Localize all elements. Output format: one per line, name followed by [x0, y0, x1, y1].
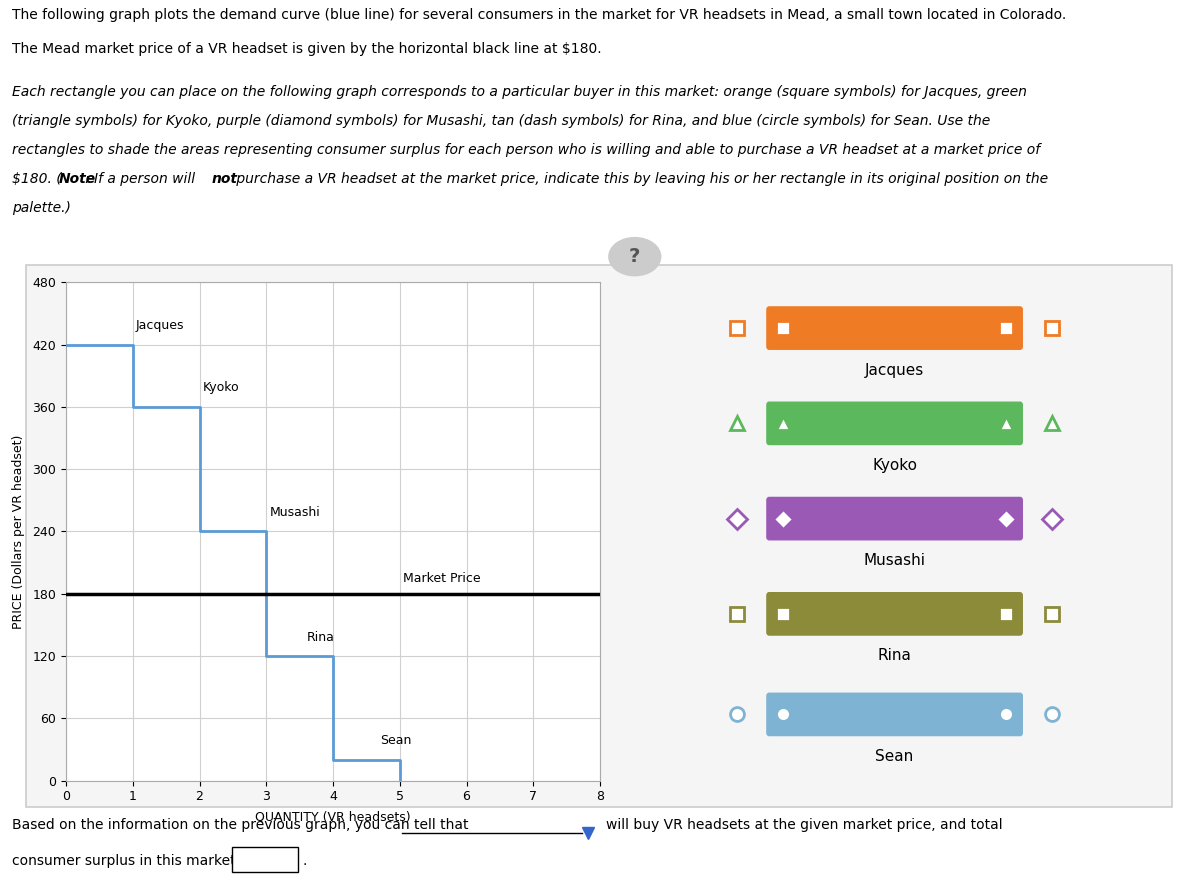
Text: $180. (: $180. ( — [12, 172, 61, 186]
Text: Kyoko: Kyoko — [872, 458, 917, 473]
Text: : If a person will: : If a person will — [85, 172, 199, 186]
Text: will buy VR headsets at the given market price, and total: will buy VR headsets at the given market… — [606, 818, 1003, 833]
Circle shape — [608, 237, 661, 276]
Text: not: not — [211, 172, 238, 186]
Text: Jacques: Jacques — [865, 363, 924, 377]
Text: Market Price: Market Price — [403, 572, 481, 586]
Text: Based on the information on the previous graph, you can tell that: Based on the information on the previous… — [12, 818, 468, 833]
Text: Musashi: Musashi — [864, 553, 925, 568]
Text: Sean: Sean — [876, 749, 913, 764]
FancyBboxPatch shape — [232, 847, 298, 872]
X-axis label: QUANTITY (VR headsets): QUANTITY (VR headsets) — [256, 811, 410, 823]
Text: Rina: Rina — [877, 648, 912, 663]
Text: Jacques: Jacques — [136, 319, 185, 332]
FancyBboxPatch shape — [767, 497, 1022, 540]
Text: Musashi: Musashi — [270, 506, 320, 519]
Text: The following graph plots the demand curve (blue line) for several consumers in : The following graph plots the demand cur… — [12, 8, 1067, 22]
Text: Kyoko: Kyoko — [203, 381, 240, 394]
FancyBboxPatch shape — [767, 402, 1022, 445]
FancyBboxPatch shape — [767, 307, 1022, 349]
FancyBboxPatch shape — [767, 593, 1022, 635]
Text: .: . — [302, 854, 307, 868]
Text: (triangle symbols) for Kyoko, purple (diamond symbols) for Musashi, tan (dash sy: (triangle symbols) for Kyoko, purple (di… — [12, 114, 990, 128]
Text: Each rectangle you can place on the following graph corresponds to a particular : Each rectangle you can place on the foll… — [12, 85, 1027, 99]
Text: Rina: Rina — [306, 631, 334, 644]
Text: purchase a VR headset at the market price, indicate this by leaving his or her r: purchase a VR headset at the market pric… — [232, 172, 1048, 186]
Text: Sean: Sean — [379, 735, 412, 747]
Text: ?: ? — [629, 247, 641, 266]
Text: consumer surplus in this market will be $: consumer surplus in this market will be … — [12, 854, 298, 868]
Text: The Mead market price of a VR headset is given by the horizontal black line at $: The Mead market price of a VR headset is… — [12, 42, 601, 56]
FancyBboxPatch shape — [767, 693, 1022, 736]
Text: palette.): palette.) — [12, 201, 71, 215]
Text: rectangles to shade the areas representing consumer surplus for each person who : rectangles to shade the areas representi… — [12, 143, 1040, 157]
Text: Note: Note — [59, 172, 96, 186]
Y-axis label: PRICE (Dollars per VR headset): PRICE (Dollars per VR headset) — [12, 434, 25, 629]
